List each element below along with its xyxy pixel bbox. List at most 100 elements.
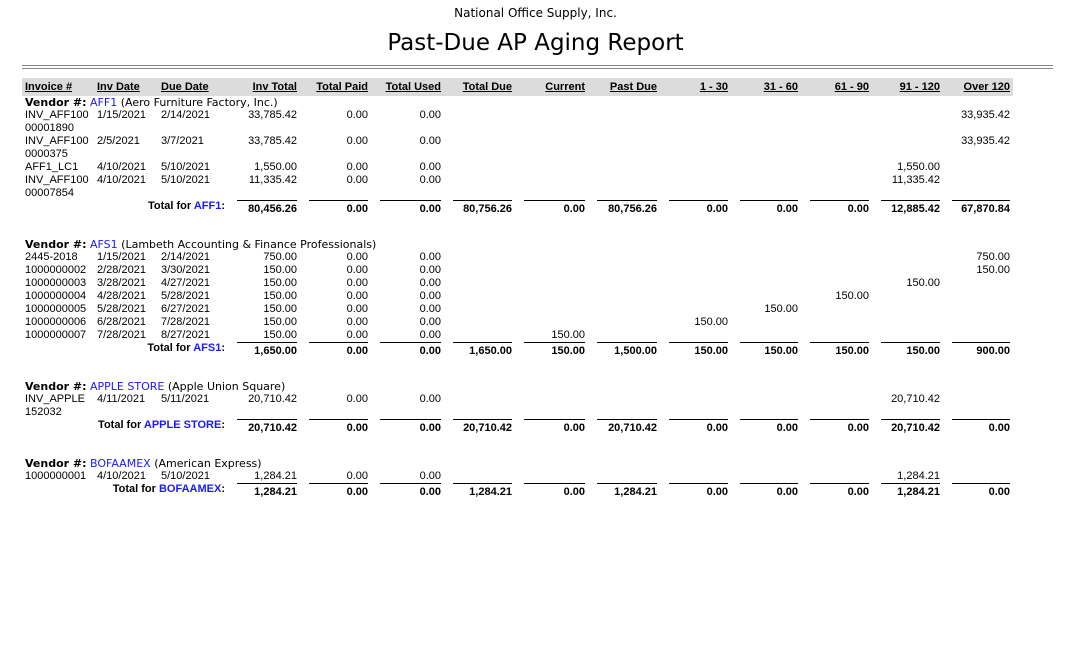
total-cell: 67,870.84 (943, 200, 1013, 216)
total-value: 0.00 (740, 419, 798, 435)
cell: 5/10/2021 (161, 161, 210, 173)
cell: 2/28/2021 (97, 264, 146, 276)
vendor-label: Vendor #: (25, 96, 87, 109)
invoice-row: INV_APPLE152032 4/11/2021 5/11/2021 20,710.… (22, 393, 1013, 419)
section-gap (22, 358, 1013, 380)
cell: 5/10/2021 (161, 174, 210, 186)
total-cell: 0.00 (660, 419, 731, 435)
total-value: 67,870.84 (952, 200, 1010, 216)
cell (731, 329, 801, 342)
total-cell: 20,710.42 (444, 419, 515, 435)
report-table: Invoice # Inv Date Due Date Inv Total Total … (22, 78, 1013, 499)
cell: 0.00 (346, 109, 368, 121)
total-cell: 0.00 (371, 419, 444, 435)
cell (660, 303, 731, 316)
cell: 20,710.42 (891, 393, 940, 405)
total-cell: 80,456.26 (228, 200, 300, 216)
cell: 0.00 (419, 303, 441, 315)
cell (801, 251, 872, 264)
cell: 20,710.42 (248, 393, 297, 405)
cell (515, 109, 588, 135)
total-value: 20,710.42 (597, 419, 657, 435)
cell: INV_AFF1000000375 (25, 135, 89, 160)
cell (660, 174, 731, 200)
total-cell: 20,710.42 (872, 419, 943, 435)
cell: 33,935.42 (961, 109, 1010, 121)
cell (515, 470, 588, 483)
cell (515, 316, 588, 329)
total-cell: 80,756.26 (444, 200, 515, 216)
cell: 1,284.21 (897, 470, 940, 482)
cell (444, 161, 515, 174)
total-value: 80,756.26 (453, 200, 512, 216)
cell (943, 303, 1013, 316)
cell: 0.00 (419, 174, 441, 186)
total-cell: 150.00 (731, 342, 801, 358)
total-cell: 0.00 (943, 419, 1013, 435)
cell (943, 329, 1013, 342)
cell: 150.00 (976, 264, 1010, 276)
cell: 1000000001 (25, 470, 87, 482)
cell: 150.00 (263, 290, 297, 302)
total-value: 0.00 (524, 200, 585, 216)
total-cell: 12,885.42 (872, 200, 943, 216)
cell (588, 316, 660, 329)
invoice-row: 1000000007 7/28/2021 8/27/2021 150.00 0.00 0.… (22, 329, 1013, 342)
invoice-row: AFF1_LC1 4/10/2021 5/10/2021 1,550.00 0.00 0.… (22, 161, 1013, 174)
total-value: 150.00 (740, 342, 798, 358)
cell (444, 135, 515, 161)
cell (588, 264, 660, 277)
cell: 0.00 (346, 161, 368, 173)
vendor-id: APPLE STORE (90, 380, 165, 393)
cell (731, 109, 801, 135)
cell: 150.00 (263, 303, 297, 315)
total-value: 20,710.42 (453, 419, 512, 435)
cell: 0.00 (346, 303, 368, 315)
cell: 3/28/2021 (97, 277, 146, 289)
total-cell: 0.00 (943, 483, 1013, 499)
total-value: 0.00 (309, 342, 368, 358)
total-colon: : (221, 200, 225, 212)
cell (943, 174, 1013, 200)
cell (444, 277, 515, 290)
total-colon: : (221, 419, 225, 431)
cell (588, 329, 660, 342)
total-value: 0.00 (810, 200, 869, 216)
cell (588, 393, 660, 419)
cell: 0.00 (419, 277, 441, 289)
cell (801, 174, 872, 200)
cell: 7/28/2021 (161, 316, 210, 328)
cell: 2/14/2021 (161, 109, 210, 121)
cell (660, 251, 731, 264)
cell: 33,935.42 (961, 135, 1010, 147)
total-value: 0.00 (952, 483, 1010, 499)
column-header: 91 - 120 (872, 78, 943, 96)
column-header: 31 - 60 (731, 78, 801, 96)
total-for: Total for (147, 200, 192, 212)
cell: 5/10/2021 (161, 470, 210, 482)
cell: 11,335.42 (891, 174, 940, 186)
cell (588, 251, 660, 264)
cell (801, 329, 872, 342)
cell: 3/30/2021 (161, 264, 210, 276)
vendor-label: Vendor #: (25, 238, 87, 251)
vendor-label: Vendor #: (25, 380, 87, 393)
total-cell: 900.00 (943, 342, 1013, 358)
cell (801, 393, 872, 419)
cell: 0.00 (419, 393, 441, 405)
gap-cell (22, 358, 1013, 380)
total-cell: 0.00 (731, 419, 801, 435)
cell: 750.00 (263, 251, 297, 263)
total-cell: 0.00 (660, 200, 731, 216)
cell (731, 161, 801, 174)
vendor-name: (Apple Union Square) (167, 380, 286, 393)
cell: 33,785.42 (248, 109, 297, 121)
total-value: 20,710.42 (881, 419, 940, 435)
cell: 4/28/2021 (97, 290, 146, 302)
cell: 2445-2018 (25, 251, 78, 263)
cell: 1000000002 (25, 264, 87, 276)
cell: 1/15/2021 (97, 109, 146, 121)
total-for: Total for (98, 419, 142, 431)
cell (588, 174, 660, 200)
cell: 5/28/2021 (97, 303, 146, 315)
